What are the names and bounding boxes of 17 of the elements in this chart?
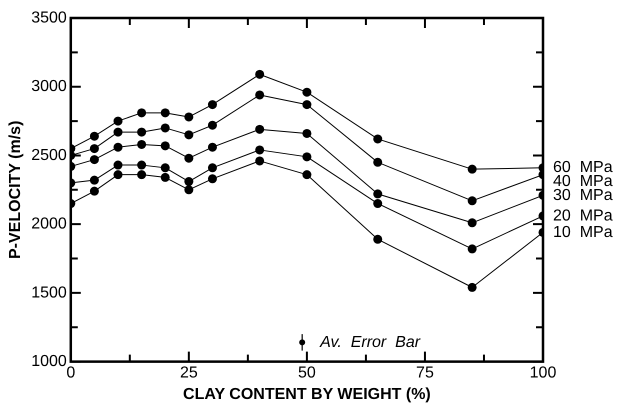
y-tick-label: 3000 xyxy=(31,78,67,96)
legend-label: 30 MPa xyxy=(553,187,613,204)
y-axis-title: P-VELOCITY (m/s) xyxy=(7,120,24,259)
y-tick-label: 2000 xyxy=(31,216,67,233)
y-tick-label: 2500 xyxy=(31,146,67,164)
x-tick-label: 100 xyxy=(530,364,556,382)
annotation: Av. Error Bar xyxy=(319,334,421,351)
x-tick-label: 75 xyxy=(416,364,434,382)
legend-label: 10 MPa xyxy=(553,224,613,241)
x-axis-title: CLAY CONTENT BY WEIGHT (%) xyxy=(183,386,431,403)
x-tick-label: 0 xyxy=(66,364,76,382)
y-tick-label: 1500 xyxy=(31,284,67,302)
x-tick-label: 25 xyxy=(180,364,198,382)
y-tick-label: 1000 xyxy=(31,353,67,370)
y-tick-label: 3500 xyxy=(31,9,67,26)
x-tick-label: 50 xyxy=(298,364,316,382)
series-label: 20 MPa xyxy=(553,207,613,224)
